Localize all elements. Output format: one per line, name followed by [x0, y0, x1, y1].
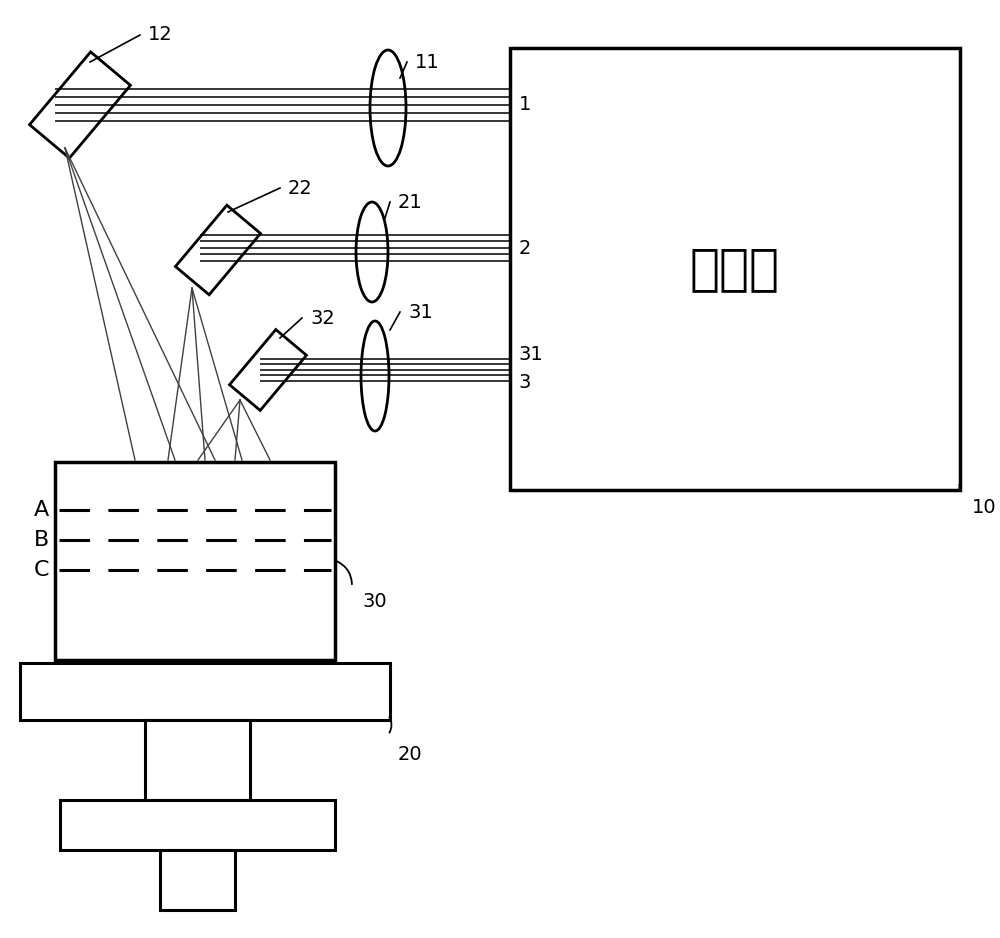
Bar: [160, 850, 235, 910]
Text: 2: 2: [519, 238, 531, 258]
Polygon shape: [175, 205, 261, 295]
Text: 30: 30: [362, 592, 387, 611]
Text: C: C: [34, 560, 49, 580]
Text: 22: 22: [288, 178, 313, 198]
Ellipse shape: [370, 50, 406, 166]
Text: A: A: [34, 500, 49, 520]
Text: 1: 1: [519, 96, 531, 114]
Text: 20: 20: [398, 745, 423, 764]
Text: B: B: [34, 530, 49, 550]
Text: 11: 11: [415, 53, 440, 71]
Bar: [20, 663, 390, 720]
Bar: [55, 462, 335, 660]
Text: 31: 31: [519, 345, 544, 365]
Text: 32: 32: [310, 309, 335, 327]
Text: 21: 21: [398, 192, 423, 211]
Text: 12: 12: [148, 25, 173, 44]
Bar: [145, 720, 250, 800]
Bar: [510, 48, 960, 490]
Bar: [60, 800, 335, 850]
Text: 31: 31: [408, 302, 433, 322]
Text: 10: 10: [972, 498, 997, 517]
Text: 激光源: 激光源: [690, 245, 780, 293]
Ellipse shape: [361, 321, 389, 431]
Text: 3: 3: [519, 373, 531, 392]
Polygon shape: [30, 52, 130, 159]
Ellipse shape: [356, 202, 388, 302]
Polygon shape: [230, 329, 306, 411]
